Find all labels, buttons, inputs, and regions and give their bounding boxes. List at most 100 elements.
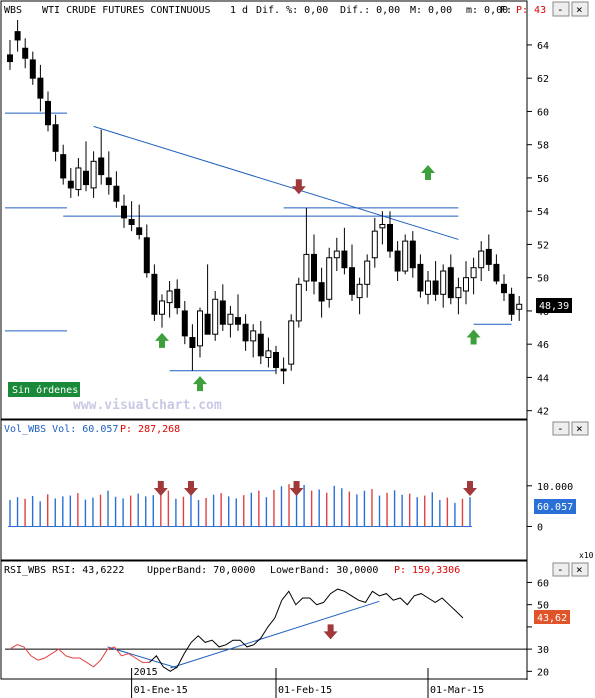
price-candle-body [75, 167, 82, 191]
price-candle-body [151, 273, 158, 315]
rsi-lines [9, 588, 464, 672]
rsi-panel[interactable]: RSI_WBS RSI: 43,6222 UpperBand: 70,0000 … [0, 560, 589, 680]
header-p: P: 43 [516, 5, 546, 16]
price-candle-body [288, 320, 295, 365]
rsi-minimize-button[interactable]: - [552, 562, 570, 577]
rsi-lower-band: LowerBand: 30,0000 [270, 565, 378, 576]
volume-minimize-glyph: - [557, 422, 564, 435]
header-title: WTI CRUDE FUTURES CONTINUOUS [42, 5, 211, 16]
price-candle-body [493, 263, 500, 282]
price-panel[interactable]: WBS WTI CRUDE FUTURES CONTINUOUS 1 d Dif… [0, 0, 595, 420]
price-candle-body [501, 283, 507, 294]
price-candle-body [29, 59, 36, 79]
rsi-upper-band: UpperBand: 70,0000 [147, 565, 255, 576]
price-candle-body [197, 310, 203, 347]
price-candle-body [447, 267, 454, 299]
price-candle-body [394, 250, 401, 272]
price-candle-body [90, 160, 97, 189]
header-dif: Dif.: 0,00 [340, 5, 400, 16]
volume-panel[interactable]: Vol_WBS Vol: 60.057 P: 287,268 - × 0 10.0… [0, 419, 594, 561]
price-candle-body [409, 240, 416, 269]
price-candle-body [326, 257, 333, 300]
arrow-down-icon [153, 481, 168, 496]
volume-y-axis: 0 10.000 [526, 436, 573, 560]
header-min: m: 0,00 [466, 5, 508, 16]
arrow-down-icon [323, 624, 338, 640]
price-candle-body [417, 263, 424, 292]
price-candle-body [250, 330, 257, 342]
sin-ordenes-badge[interactable]: Sin órdenes [8, 382, 80, 397]
price-candle-body [463, 277, 469, 292]
price-trendline [93, 125, 459, 240]
rsi-trendlines[interactable] [107, 600, 380, 669]
header-max: M: 0,00 [410, 5, 452, 16]
price-candle-body [371, 230, 378, 259]
x-axis-strip [1, 680, 595, 698]
price-trendlines[interactable] [63, 125, 459, 240]
price-candle-body [242, 323, 249, 342]
header-period: 1 d [230, 5, 248, 16]
price-candle-body [181, 310, 188, 337]
rsi-minimize-glyph: - [557, 563, 564, 576]
price-candle-body [212, 298, 219, 335]
volume-minimize-button[interactable]: - [552, 421, 570, 436]
rsi-last-label: 43,62 [537, 613, 567, 624]
price-y-tick-label: 58 [537, 141, 549, 152]
price-candle-body [379, 223, 386, 229]
price-candle-body [227, 313, 234, 325]
arrow-down-icon [291, 179, 306, 195]
rsi-y-tick-label: 50 [537, 601, 549, 612]
arrow-down-icon [183, 481, 198, 496]
price-candle-body [14, 31, 21, 41]
arrow-up-icon [466, 329, 481, 345]
price-candle-body [485, 248, 492, 265]
price-candle-body [159, 300, 165, 315]
price-close-button[interactable]: × [571, 1, 589, 17]
price-candle-body [143, 237, 150, 274]
price-levels[interactable] [5, 112, 512, 372]
price-candle-body [508, 293, 515, 315]
price-candle-body [83, 170, 89, 186]
price-candle-body [67, 180, 74, 189]
arrow-up-icon [421, 164, 435, 180]
price-minimize-button[interactable]: - [552, 1, 570, 17]
price-y-tick-label: 64 [537, 41, 549, 52]
price-y-tick-label: 42 [537, 407, 549, 418]
price-candle-body [311, 253, 317, 282]
price-candle-body [60, 154, 67, 179]
volume-signal-arrows [153, 481, 477, 496]
rsi-trendline [170, 600, 380, 669]
price-candle-body [265, 350, 272, 358]
x-axis: 01-Ene-15 01-Feb-15 01-Mar-15 2015 [1, 667, 595, 698]
rsi-close-glyph: × [576, 563, 583, 576]
price-candle-body [257, 333, 264, 357]
price-candles [7, 20, 523, 385]
price-candle-body [204, 313, 211, 335]
last-price-label: 48,39 [539, 301, 569, 312]
price-y-tick-label: 62 [537, 74, 549, 85]
price-candle-body [295, 283, 302, 322]
header-symbol: WBS [4, 5, 22, 16]
last-price-badge: 48,39 [536, 298, 572, 313]
arrow-down-icon [289, 481, 304, 496]
price-y-tick-label: 56 [537, 174, 549, 185]
price-minimize-glyph: - [557, 3, 564, 16]
rsi-trendline [107, 646, 178, 669]
x-axis-tick-label: 01-Mar-15 [430, 685, 484, 696]
volume-close-button[interactable]: × [571, 421, 589, 436]
rsi-close-button[interactable]: × [571, 562, 589, 577]
price-y-tick-label: 50 [537, 274, 549, 285]
volume-bars [8, 484, 472, 527]
rsi-last-badge: 43,62 [534, 610, 570, 624]
rsi-y-tick-label: 60 [537, 578, 549, 589]
price-candle-body [219, 300, 226, 325]
sin-ordenes-label: Sin órdenes [12, 384, 78, 396]
price-panel-frame [0, 0, 528, 420]
volume-panel-frame [0, 419, 528, 561]
volume-y-tick-label: 0 [537, 522, 543, 533]
x-axis-year-label: 2015 [134, 667, 158, 678]
price-candle-body [7, 54, 13, 63]
price-candle-body [136, 227, 143, 235]
rsi-y-axis: 20 30 50 60 [5, 577, 549, 680]
price-candle-body [166, 290, 173, 304]
